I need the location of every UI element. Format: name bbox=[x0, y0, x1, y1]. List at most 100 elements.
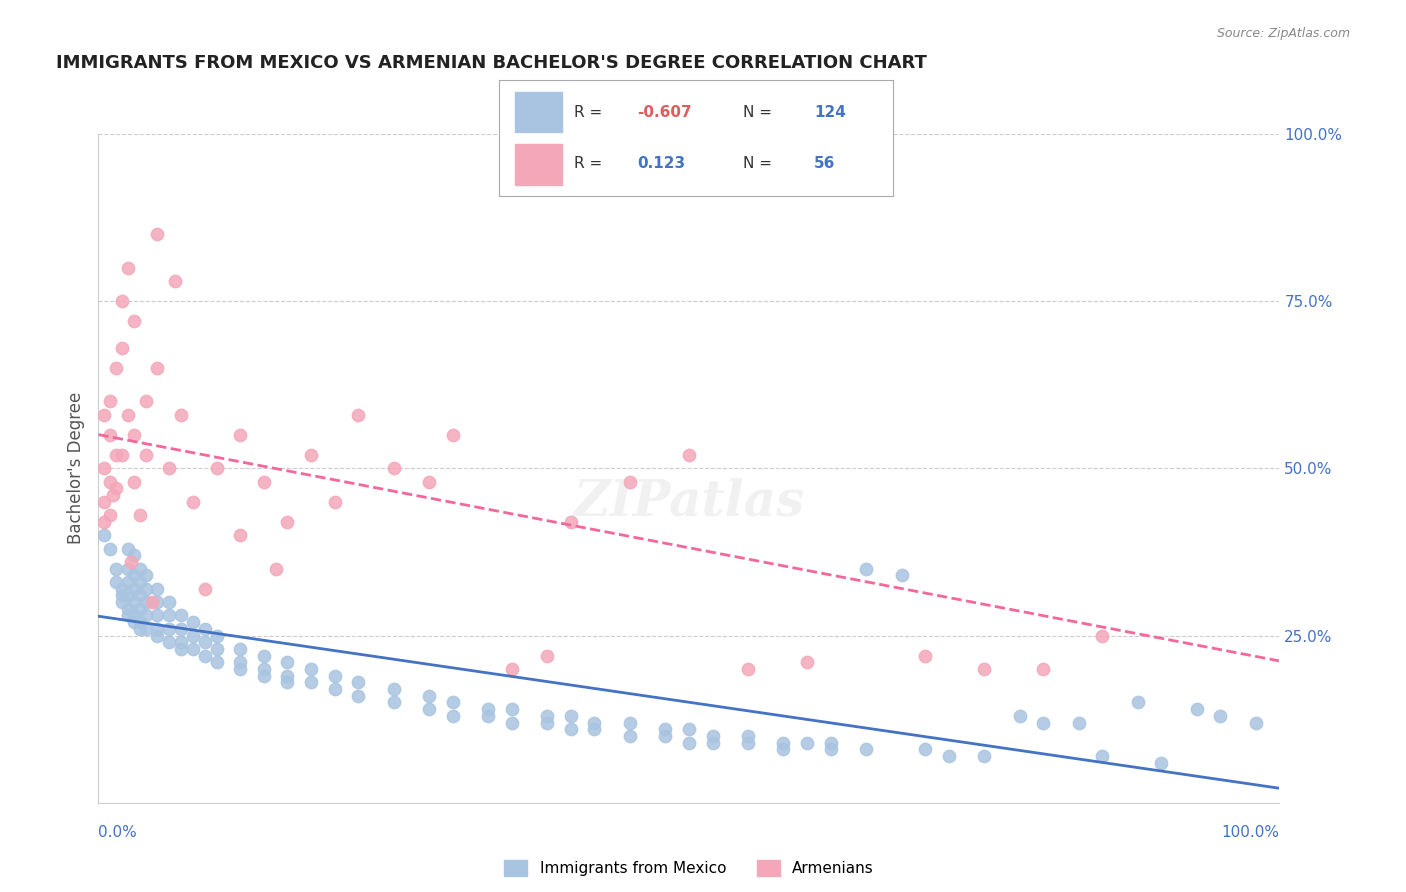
Point bbox=[157, 635, 180, 649]
Point bbox=[117, 562, 139, 576]
Point bbox=[536, 715, 558, 730]
Point bbox=[135, 582, 157, 596]
Point bbox=[229, 428, 252, 442]
Point bbox=[229, 528, 252, 542]
Point bbox=[253, 662, 276, 676]
Point bbox=[820, 742, 842, 756]
Point bbox=[170, 408, 193, 422]
Point bbox=[796, 735, 818, 749]
Point bbox=[702, 729, 724, 743]
Point bbox=[98, 394, 121, 409]
Point bbox=[128, 575, 150, 590]
Text: Source: ZipAtlas.com: Source: ZipAtlas.com bbox=[1216, 27, 1350, 40]
Point bbox=[276, 675, 298, 690]
Y-axis label: Bachelor's Degree: Bachelor's Degree bbox=[66, 392, 84, 544]
Point bbox=[619, 729, 641, 743]
Point bbox=[1008, 708, 1031, 723]
Text: 100.0%: 100.0% bbox=[1222, 825, 1279, 840]
Point bbox=[181, 642, 204, 657]
Point bbox=[737, 662, 759, 676]
Point bbox=[229, 642, 252, 657]
Point bbox=[105, 575, 128, 590]
Point bbox=[128, 622, 150, 636]
Point bbox=[323, 681, 346, 696]
Point bbox=[122, 568, 145, 582]
Point bbox=[122, 475, 145, 489]
Point bbox=[170, 635, 193, 649]
Point bbox=[111, 294, 134, 309]
Text: IMMIGRANTS FROM MEXICO VS ARMENIAN BACHELOR'S DEGREE CORRELATION CHART: IMMIGRANTS FROM MEXICO VS ARMENIAN BACHE… bbox=[56, 54, 927, 71]
Point bbox=[205, 642, 228, 657]
Point bbox=[737, 729, 759, 743]
Point bbox=[855, 562, 877, 576]
Point bbox=[157, 461, 180, 475]
Text: R =: R = bbox=[574, 156, 607, 171]
Legend: Immigrants from Mexico, Armenians: Immigrants from Mexico, Armenians bbox=[498, 854, 880, 882]
Point bbox=[583, 715, 606, 730]
Text: R =: R = bbox=[574, 105, 607, 120]
Point bbox=[157, 622, 180, 636]
Point bbox=[702, 735, 724, 749]
Text: ZIPatlas: ZIPatlas bbox=[574, 477, 804, 526]
Point bbox=[181, 628, 204, 642]
Point bbox=[276, 655, 298, 669]
Point bbox=[128, 508, 150, 523]
Point bbox=[170, 622, 193, 636]
Point bbox=[135, 568, 157, 582]
Point bbox=[796, 655, 818, 669]
Point bbox=[560, 708, 582, 723]
Point bbox=[441, 696, 464, 710]
Point bbox=[1150, 756, 1173, 770]
Text: 0.0%: 0.0% bbox=[98, 825, 138, 840]
Point bbox=[382, 461, 405, 475]
Text: 0.123: 0.123 bbox=[637, 156, 685, 171]
Point bbox=[146, 622, 169, 636]
Point bbox=[441, 708, 464, 723]
Point bbox=[121, 555, 143, 569]
Text: N =: N = bbox=[744, 156, 778, 171]
Point bbox=[146, 361, 169, 376]
Point bbox=[890, 568, 912, 582]
Point bbox=[122, 582, 145, 596]
Point bbox=[619, 475, 641, 489]
Point bbox=[105, 562, 128, 576]
Point bbox=[914, 648, 936, 663]
Bar bbox=[515, 144, 562, 185]
Point bbox=[1091, 749, 1114, 764]
Point bbox=[122, 595, 145, 609]
Point bbox=[323, 494, 346, 508]
Bar bbox=[515, 92, 562, 132]
Point bbox=[170, 608, 193, 623]
Point bbox=[93, 494, 115, 508]
Point bbox=[855, 742, 877, 756]
Point bbox=[146, 227, 169, 242]
Point bbox=[105, 361, 128, 376]
Point bbox=[111, 582, 134, 596]
Point bbox=[441, 428, 464, 442]
Point bbox=[122, 314, 145, 328]
Point bbox=[560, 723, 582, 737]
Point bbox=[98, 428, 121, 442]
Point bbox=[264, 562, 287, 576]
Point bbox=[276, 669, 298, 683]
Point bbox=[938, 749, 960, 764]
Point bbox=[117, 541, 139, 556]
Point bbox=[194, 582, 217, 596]
Point bbox=[1067, 715, 1090, 730]
Point bbox=[1185, 702, 1208, 716]
Point bbox=[418, 689, 440, 703]
Point bbox=[418, 702, 440, 716]
Point bbox=[477, 702, 499, 716]
Point bbox=[93, 515, 115, 529]
Point bbox=[914, 742, 936, 756]
Point bbox=[1032, 715, 1054, 730]
Point bbox=[170, 642, 193, 657]
Point bbox=[146, 582, 169, 596]
Point bbox=[619, 715, 641, 730]
Point bbox=[820, 735, 842, 749]
Point bbox=[205, 461, 228, 475]
Point bbox=[347, 689, 370, 703]
Point bbox=[194, 635, 217, 649]
Point bbox=[418, 475, 440, 489]
Point bbox=[583, 723, 606, 737]
